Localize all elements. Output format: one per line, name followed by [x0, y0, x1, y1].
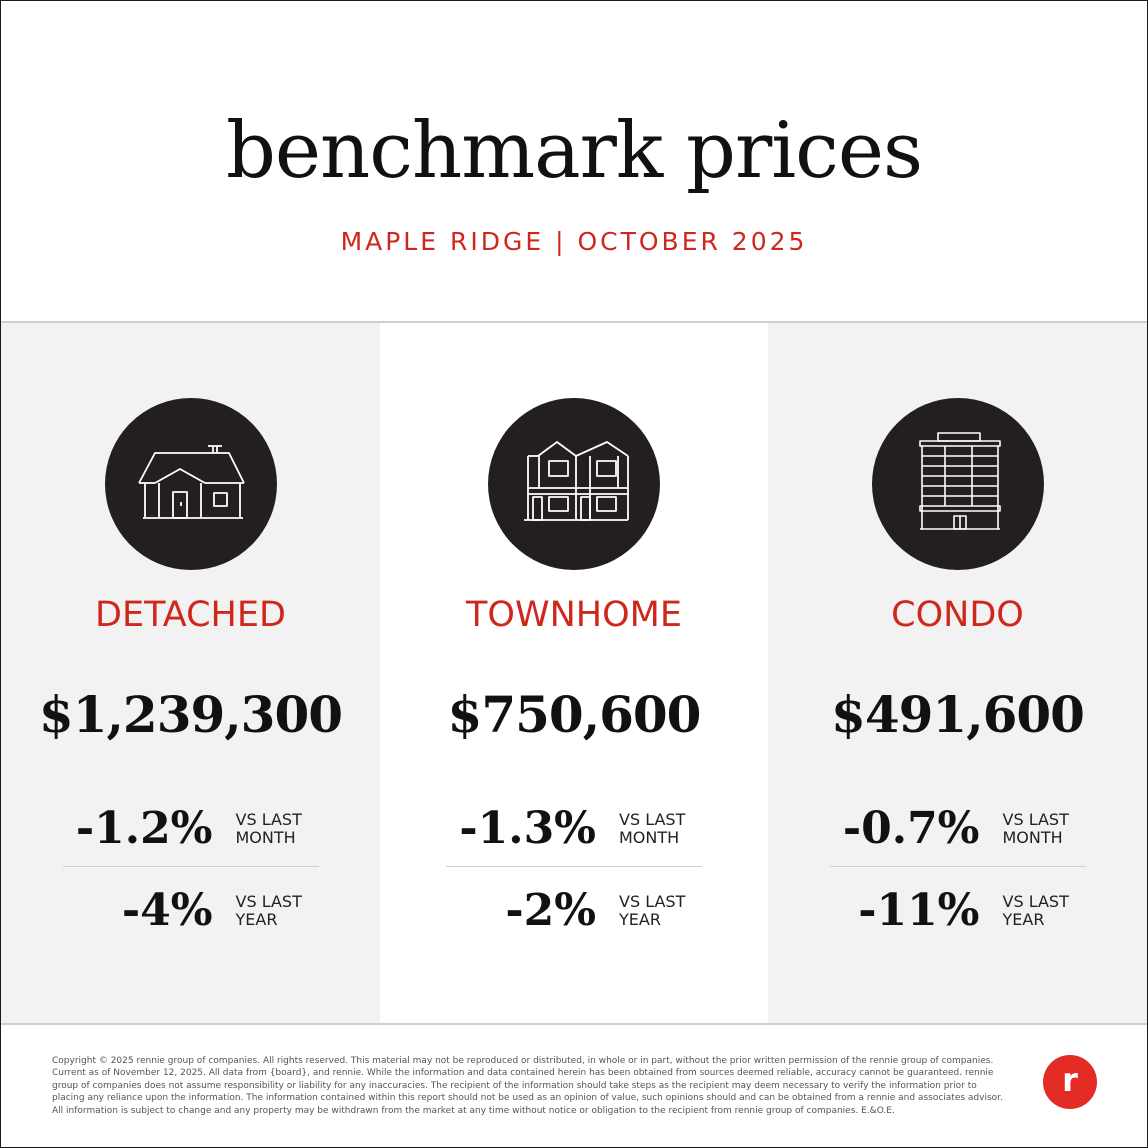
stat-divider [446, 866, 702, 867]
year-change-townhome: -2% [505, 885, 596, 936]
month-compare-label: VS LAST MONTH [1003, 811, 1113, 847]
price-townhome: $750,600 [447, 685, 702, 744]
panel-condo: CONDO $491,600 -0.7% VS LAST MONTH -11% … [768, 323, 1147, 1023]
price-panels: DETACHED $1,239,300 -1.2% VS LAST MONTH … [1, 323, 1147, 1023]
rennie-logo-icon: r [1043, 1055, 1097, 1109]
month-stat-condo: -0.7% VS LAST MONTH [768, 801, 1147, 861]
year-change-detached: -4% [121, 885, 213, 936]
compare-line-1: VS LAST [1002, 892, 1069, 911]
type-label-detached: DETACHED [95, 595, 286, 635]
type-label-townhome: TOWNHOME [466, 595, 682, 635]
month-compare-label: VS LAST MONTH [619, 811, 729, 847]
page-subtitle: MAPLE RIDGE | OCTOBER 2025 [340, 227, 808, 256]
price-condo: $491,600 [831, 685, 1085, 744]
compare-line-1: VS LAST [619, 892, 686, 911]
compare-line-1: VS LAST [235, 810, 302, 829]
copyright-text: Copyright © 2025 rennie group of compani… [52, 1056, 1003, 1116]
month-change-detached: -1.2% [75, 803, 213, 854]
year-change-condo: -11% [858, 885, 980, 936]
month-change-townhome: -1.3% [459, 803, 596, 854]
month-stat-townhome: -1.3% VS LAST MONTH [380, 801, 768, 861]
compare-line-2: YEAR [1002, 910, 1045, 929]
header-divider [1, 321, 1147, 323]
compare-line-2: YEAR [619, 910, 661, 929]
month-compare-label: VS LAST MONTH [236, 811, 346, 847]
year-stat-townhome: -2% VS LAST YEAR [380, 883, 768, 943]
price-detached: $1,239,300 [38, 685, 343, 744]
compare-line-2: MONTH [235, 828, 296, 847]
year-stat-condo: -11% VS LAST YEAR [768, 883, 1147, 943]
compare-line-1: VS LAST [1002, 810, 1069, 829]
compare-line-2: MONTH [619, 828, 680, 847]
compare-line-2: YEAR [235, 910, 278, 929]
detached-house-icon [104, 398, 277, 570]
month-change-condo: -0.7% [842, 803, 980, 854]
page-title: benchmark prices [225, 106, 923, 196]
header: benchmark prices MAPLE RIDGE | OCTOBER 2… [1, 1, 1147, 321]
month-stat-detached: -1.2% VS LAST MONTH [1, 801, 380, 861]
year-stat-detached: -4% VS LAST YEAR [1, 883, 380, 943]
townhome-icon [488, 398, 660, 570]
type-label-condo: CONDO [891, 595, 1024, 635]
panel-detached: DETACHED $1,239,300 -1.2% VS LAST MONTH … [1, 323, 380, 1023]
compare-line-1: VS LAST [235, 892, 302, 911]
footer: Copyright © 2025 rennie group of compani… [1, 1025, 1147, 1147]
panel-townhome: TOWNHOME $750,600 -1.3% VS LAST MONTH -2… [380, 323, 768, 1023]
footer-divider [1, 1023, 1147, 1025]
stat-divider [62, 866, 319, 867]
stat-divider [829, 866, 1086, 867]
year-compare-label: VS LAST YEAR [236, 893, 346, 929]
year-compare-label: VS LAST YEAR [1003, 893, 1113, 929]
compare-line-1: VS LAST [619, 810, 686, 829]
year-compare-label: VS LAST YEAR [619, 893, 729, 929]
compare-line-2: MONTH [1002, 828, 1063, 847]
condo-building-icon [871, 398, 1044, 570]
